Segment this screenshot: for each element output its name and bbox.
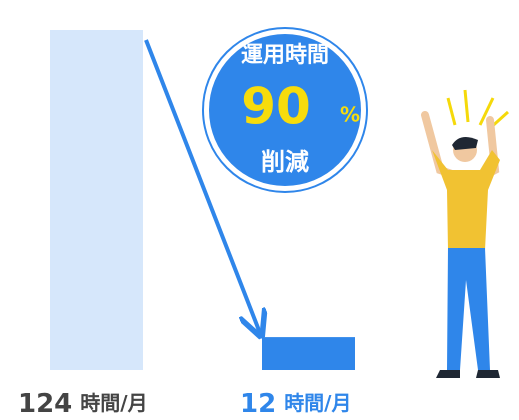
chart: 運用時間 90 % 削減 124 時間/月 12 時間/月 bbox=[0, 0, 519, 420]
person-illustration bbox=[425, 90, 508, 378]
badge-value: 90 bbox=[241, 78, 311, 136]
page: 運用時間 90 % 削減 124時間/月12時間/月 (() => { cons… bbox=[0, 0, 519, 420]
badge-title: 運用時間 bbox=[241, 43, 329, 68]
bar-unit: 時間/月 bbox=[80, 391, 147, 415]
bar-label: 124 時間/月 bbox=[18, 389, 148, 419]
bar-unit: 時間/月 bbox=[284, 391, 351, 415]
bar-label: 12 時間/月 bbox=[240, 389, 352, 419]
bar bbox=[262, 337, 355, 370]
bar-value: 12 bbox=[240, 389, 276, 419]
badge-unit: % bbox=[340, 103, 360, 127]
bar bbox=[50, 30, 143, 370]
bar-value: 124 bbox=[18, 389, 72, 419]
badge-caption: 削減 bbox=[261, 148, 309, 176]
